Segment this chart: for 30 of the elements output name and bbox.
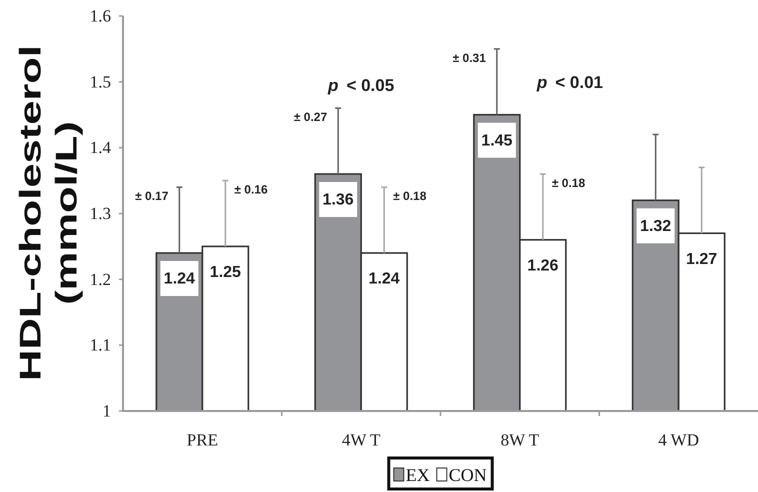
x-tick-label: 8W T bbox=[500, 430, 540, 450]
data-label: 1.45 bbox=[481, 132, 513, 150]
data-label: 1.27 bbox=[686, 250, 718, 268]
annotation: p < 0.01 bbox=[536, 72, 604, 92]
y-tick-label: 1.1 bbox=[90, 336, 111, 355]
y-tick-label: 1.3 bbox=[90, 204, 111, 223]
y-axis-title: HDL-cholesterol (mmol/L) bbox=[13, 45, 83, 381]
annotation: ± 0.18 bbox=[393, 189, 427, 204]
annotation: ± 0.31 bbox=[452, 50, 486, 65]
x-tick-label: 4W T bbox=[342, 430, 382, 450]
x-tick-label: 4 WD bbox=[658, 430, 700, 450]
data-label: 1.32 bbox=[640, 218, 672, 235]
y-tick-label: 1.6 bbox=[90, 6, 111, 26]
x-tick-label: PRE bbox=[186, 430, 218, 450]
data-label: 1.36 bbox=[322, 192, 354, 208]
legend-label: CON bbox=[448, 465, 487, 485]
y-tick-label: 1.5 bbox=[90, 72, 111, 92]
annotation: ± 0.27 bbox=[294, 110, 328, 124]
annotation: ± 0.16 bbox=[234, 182, 268, 197]
y-tick-label: 1.2 bbox=[90, 270, 111, 289]
data-label: 1.24 bbox=[368, 270, 400, 288]
data-label: 1.24 bbox=[164, 270, 196, 288]
annotation: ± 0.18 bbox=[552, 176, 586, 190]
data-label: 1.26 bbox=[527, 257, 559, 274]
annotation: ± 0.17 bbox=[135, 189, 169, 204]
y-tick-label: 1.4 bbox=[90, 138, 112, 158]
legend-label: EX bbox=[406, 465, 430, 485]
y-tick-label: 1 bbox=[102, 402, 111, 420]
annotation: p < 0.05 bbox=[327, 76, 394, 94]
data-label: 1.25 bbox=[210, 264, 242, 281]
